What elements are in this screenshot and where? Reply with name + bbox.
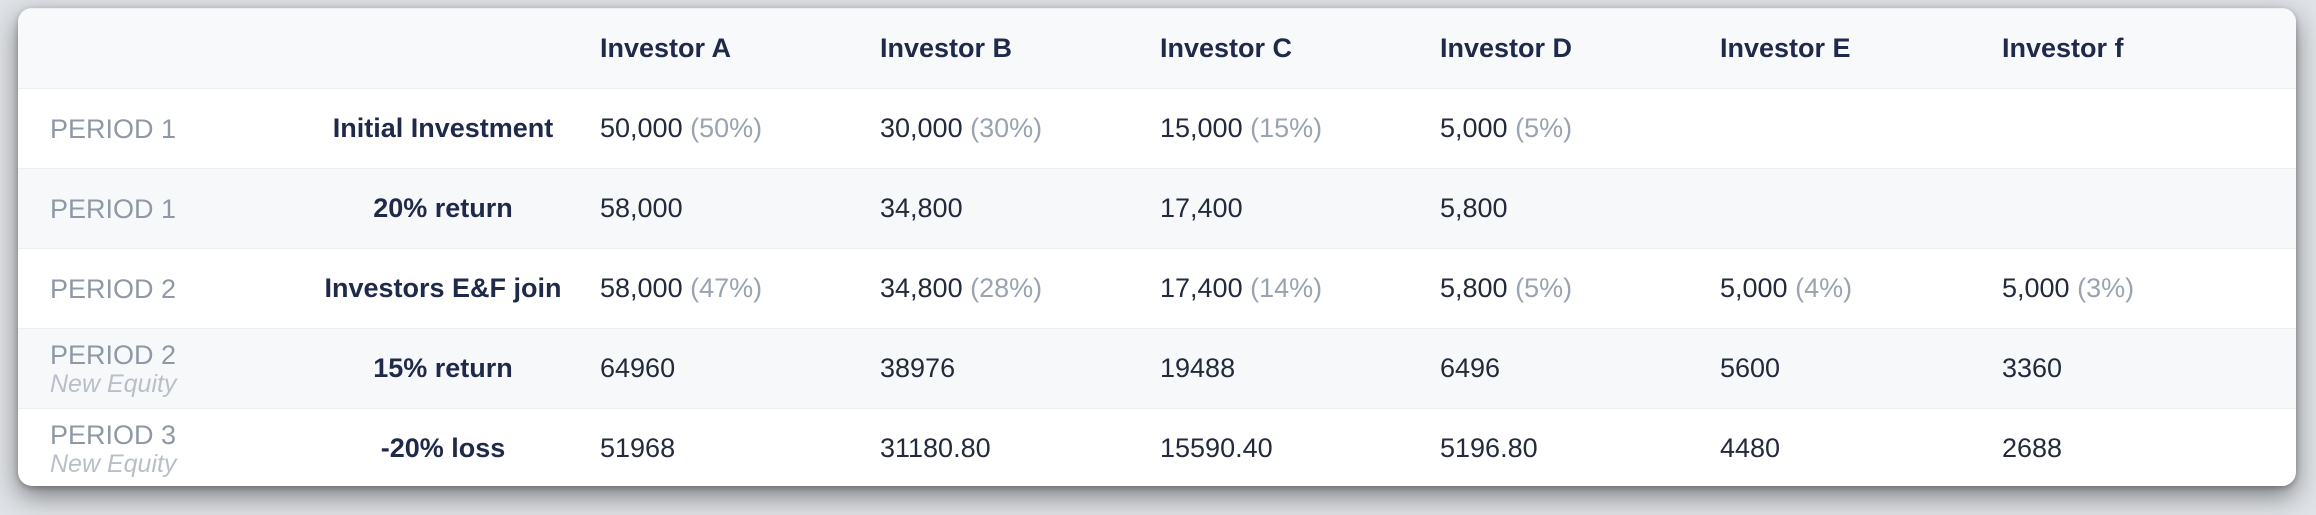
amount: 17,400 — [1160, 273, 1243, 303]
amount: 19488 — [1160, 353, 1236, 383]
amount: 64960 — [600, 353, 676, 383]
amount: 51968 — [600, 433, 676, 464]
amount: 58,000 — [600, 193, 683, 223]
share-percent: (50%) — [690, 113, 763, 143]
amount: 5,000 — [1720, 273, 1788, 303]
amount: 31180.80 — [880, 433, 991, 464]
header-investor-c: Investor C — [1160, 33, 1293, 63]
period-label: PERIOD 1 — [50, 193, 177, 224]
cell-investor-a: 64960 — [600, 329, 880, 409]
share-percent: (4%) — [1795, 273, 1853, 303]
cell-investor-b: 38976 — [880, 329, 1160, 409]
cell-investor-e: 5,000 (4%) — [1720, 249, 2002, 329]
header-period — [18, 9, 286, 89]
investor-equity-table: Investor A Investor B Investor C Investo… — [18, 8, 2296, 486]
cell-investor-c: 19488 — [1160, 329, 1440, 409]
header-investor-f: Investor f — [2002, 33, 2124, 63]
table-header-row: Investor A Investor B Investor C Investo… — [18, 8, 2296, 89]
amount: 4480 — [1720, 433, 1781, 464]
cell-investor-c: 15,000 (15%) — [1160, 89, 1440, 169]
event-label: -20% loss — [380, 433, 506, 464]
amount: 5,000 — [2002, 273, 2070, 303]
period-label: PERIOD 2 — [50, 273, 177, 304]
cell-investor-f: 5,000 (3%) — [2002, 249, 2296, 329]
period-label: PERIOD 2 — [50, 339, 177, 370]
period-cell: PERIOD 2 New Equity — [18, 329, 286, 409]
cell-investor-b: 34,800 (28%) — [880, 249, 1160, 329]
header-investor-e: Investor E — [1720, 33, 1851, 63]
cell-investor-c: 15590.40 — [1160, 409, 1440, 487]
cell-investor-a: 51968 — [600, 409, 880, 487]
amount: 5196.80 — [1440, 433, 1538, 464]
header-investor-b: Investor B — [880, 33, 1013, 63]
period-sub: New Equity — [50, 449, 177, 478]
period-label: PERIOD 1 — [50, 113, 177, 144]
period-cell: PERIOD 1 — [18, 169, 286, 249]
cell-investor-e: 5600 — [1720, 329, 2002, 409]
amount: 2688 — [2002, 433, 2063, 464]
share-percent: (30%) — [970, 113, 1043, 143]
cell-investor-b: 34,800 — [880, 169, 1160, 249]
table-row: PERIOD 1 Initial Investment 50,000 (50%)… — [18, 88, 2296, 169]
cell-investor-a: 58,000 — [600, 169, 880, 249]
cell-investor-a: 50,000 (50%) — [600, 89, 880, 169]
cell-investor-e — [1720, 169, 2002, 249]
table-row: PERIOD 1 20% return 58,000 34,800 17,400… — [18, 168, 2296, 249]
amount: 6496 — [1440, 353, 1501, 383]
cell-investor-d: 6496 — [1440, 329, 1720, 409]
table-row: PERIOD 2 New Equity 15% return 64960 3897… — [18, 328, 2296, 409]
header-investor-d: Investor D — [1440, 33, 1573, 63]
cell-investor-a: 58,000 (47%) — [600, 249, 880, 329]
table-row: PERIOD 3 New Equity -20% loss 51968 31180… — [18, 408, 2296, 487]
cell-investor-d: 5,800 — [1440, 169, 1720, 249]
table-row: PERIOD 2 Investors E&F join 58,000 (47%)… — [18, 248, 2296, 329]
event-label: 15% return — [373, 353, 513, 383]
share-percent: (5%) — [1515, 273, 1573, 303]
cell-investor-e: 4480 — [1720, 409, 2002, 487]
share-percent: (15%) — [1250, 113, 1323, 143]
amount: 5,800 — [1440, 273, 1508, 303]
cell-investor-d: 5,800 (5%) — [1440, 249, 1720, 329]
amount: 3360 — [2002, 353, 2063, 383]
cell-investor-c: 17,400 (14%) — [1160, 249, 1440, 329]
cell-investor-d: 5196.80 — [1440, 409, 1720, 487]
amount: 58,000 — [600, 273, 683, 303]
amount: 5600 — [1720, 353, 1781, 383]
cell-investor-f: 3360 — [2002, 329, 2296, 409]
period-label: PERIOD 3 — [50, 419, 177, 450]
period-cell: PERIOD 1 — [18, 89, 286, 169]
share-percent: (5%) — [1515, 113, 1573, 143]
amount: 30,000 — [880, 113, 963, 143]
amount: 34,800 — [880, 193, 963, 223]
period-cell: PERIOD 3 New Equity — [18, 409, 286, 487]
investment-table-card: Investor A Investor B Investor C Investo… — [18, 8, 2296, 486]
cell-investor-b: 30,000 (30%) — [880, 89, 1160, 169]
amount: 5,800 — [1440, 193, 1508, 223]
cell-investor-c: 17,400 — [1160, 169, 1440, 249]
amount: 38976 — [880, 353, 956, 383]
cell-investor-e — [1720, 89, 2002, 169]
event-label: 20% return — [373, 193, 513, 223]
cell-investor-f — [2002, 89, 2296, 169]
cell-investor-b: 31180.80 — [880, 409, 1160, 487]
cell-investor-d: 5,000 (5%) — [1440, 89, 1720, 169]
share-percent: (3%) — [2077, 273, 2135, 303]
share-percent: (28%) — [970, 273, 1043, 303]
event-label: Investors E&F join — [324, 273, 562, 303]
amount: 17,400 — [1160, 193, 1243, 223]
cell-investor-f: 2688 — [2002, 409, 2296, 487]
header-event — [286, 9, 600, 89]
period-sub: New Equity — [50, 369, 177, 398]
period-cell: PERIOD 2 — [18, 249, 286, 329]
amount: 50,000 — [600, 113, 683, 143]
share-percent: (47%) — [690, 273, 763, 303]
amount: 5,000 — [1440, 113, 1508, 143]
share-percent: (14%) — [1250, 273, 1323, 303]
header-investor-a: Investor A — [600, 33, 732, 63]
amount: 34,800 — [880, 273, 963, 303]
amount: 15,000 — [1160, 113, 1243, 143]
amount: 15590.40 — [1160, 433, 1273, 464]
event-label: Initial Investment — [332, 113, 554, 143]
cell-investor-f — [2002, 169, 2296, 249]
